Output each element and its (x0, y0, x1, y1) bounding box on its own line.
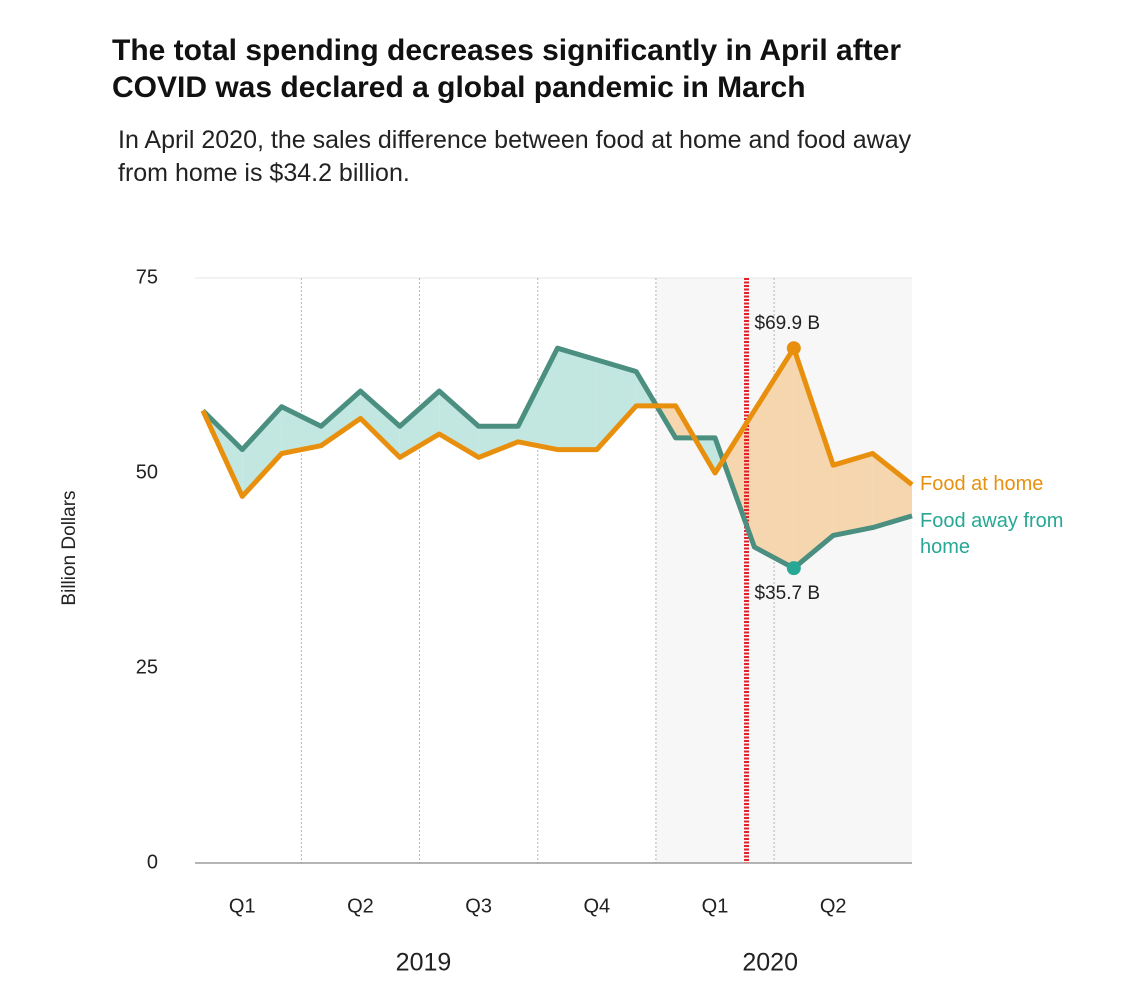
legend-label: Food away from home (920, 509, 1064, 558)
x-tick-label: Q4 (583, 895, 610, 917)
difference-area (321, 391, 361, 446)
highlight-point (786, 561, 801, 576)
y-tick-label: 50 (136, 461, 158, 483)
difference-area (399, 391, 440, 458)
chart-subtitle: In April 2020, the sales difference betw… (118, 126, 912, 187)
difference-area (793, 348, 834, 569)
difference-area (596, 359, 637, 450)
difference-area (478, 426, 519, 458)
y-tick-label: 25 (136, 656, 158, 678)
difference-area (872, 453, 912, 528)
x-tick-label: Q3 (465, 895, 492, 917)
difference-area (833, 453, 873, 536)
x-tick-label: Q1 (702, 895, 729, 917)
y-axis-label: Billion Dollars (59, 490, 80, 605)
annotation: $35.7 B (755, 583, 821, 604)
annotation: $69.9 B (755, 313, 821, 334)
difference-area (518, 348, 558, 450)
x-group-label: 2020 (742, 949, 798, 977)
highlight-point (786, 341, 801, 356)
y-tick-label: 0 (147, 851, 158, 873)
x-group-label: 2019 (396, 949, 452, 977)
legend-label: Food at home (920, 472, 1044, 495)
y-tick-label: 75 (136, 266, 158, 288)
difference-area (360, 391, 400, 458)
x-tick-label: Q1 (229, 895, 256, 917)
difference-area (439, 391, 479, 458)
x-tick-label: Q2 (347, 895, 374, 917)
difference-area (242, 406, 282, 497)
difference-area (281, 406, 322, 454)
difference-area (754, 348, 794, 569)
difference-area (557, 348, 597, 450)
chart-title: The total spending decreases significant… (112, 34, 902, 104)
x-tick-label: Q2 (820, 895, 847, 917)
